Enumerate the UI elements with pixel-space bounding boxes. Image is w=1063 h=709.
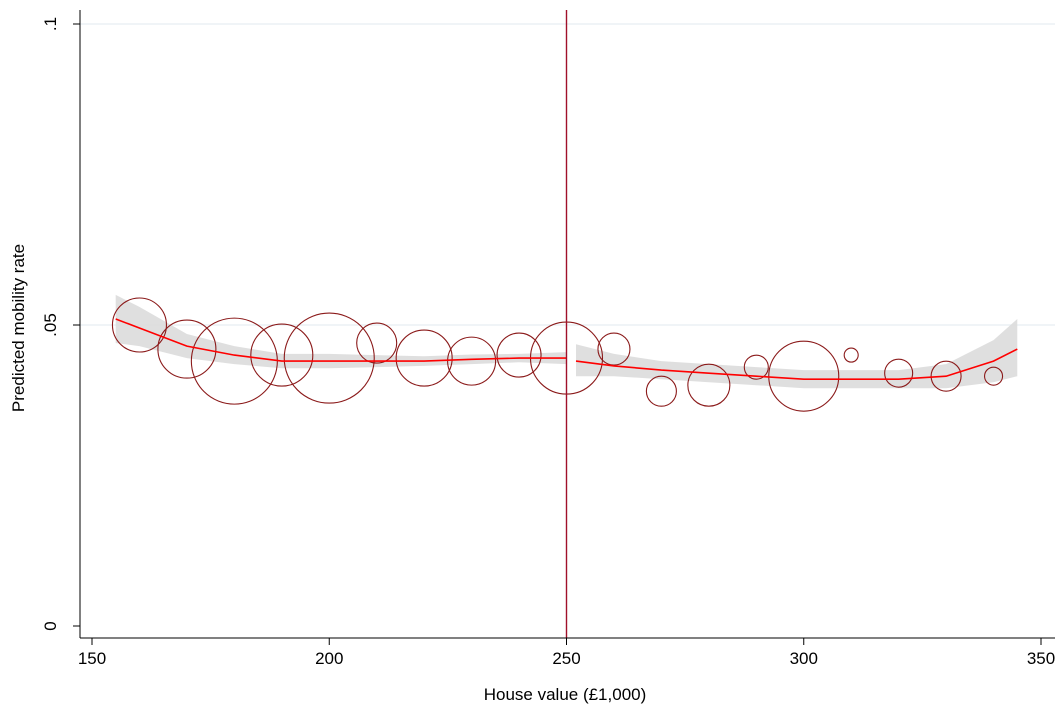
data-point-16 [884,358,914,388]
x-tick-label-2: 250 [552,649,580,668]
y-axis-title: Predicted mobility rate [9,244,28,412]
data-point-8 [496,332,542,378]
data-point-18 [983,366,1004,386]
data-point-7 [447,336,497,386]
data-point-11 [645,375,677,407]
fit-line-segment-0 [115,318,567,362]
data-point-13 [743,354,769,380]
data-point-4 [283,312,375,404]
x-tick-label-4: 350 [1027,649,1055,668]
confidence-band [115,294,1018,389]
fit-line-layer [115,318,1018,381]
axes [73,10,1055,645]
data-markers [111,297,1004,412]
data-point-10 [597,332,631,366]
y-tick-label-1: .05 [41,313,60,337]
x-axis-title: House value (£1,000) [484,685,647,704]
data-point-6 [395,329,453,387]
data-point-1 [157,319,217,379]
data-point-17 [930,360,962,392]
ci-band-segment-0 [115,294,567,369]
fit-line-segment-1 [575,348,1018,381]
x-tick-label-0: 150 [78,649,106,668]
data-point-0 [111,297,167,353]
data-point-5 [356,322,398,364]
grid-lines [80,23,1055,326]
ci-band-segment-1 [576,319,1018,389]
data-point-15 [843,347,859,363]
x-tick-label-3: 300 [790,649,818,668]
tick-labels: 150 200 250 300 350 0 .05 .1 [41,17,1055,668]
data-point-14 [768,340,840,412]
y-tick-label-2: .1 [41,17,60,31]
data-point-3 [250,323,314,387]
data-point-12 [687,363,731,407]
y-tick-label-0: 0 [41,621,60,630]
x-tick-label-1: 200 [315,649,343,668]
